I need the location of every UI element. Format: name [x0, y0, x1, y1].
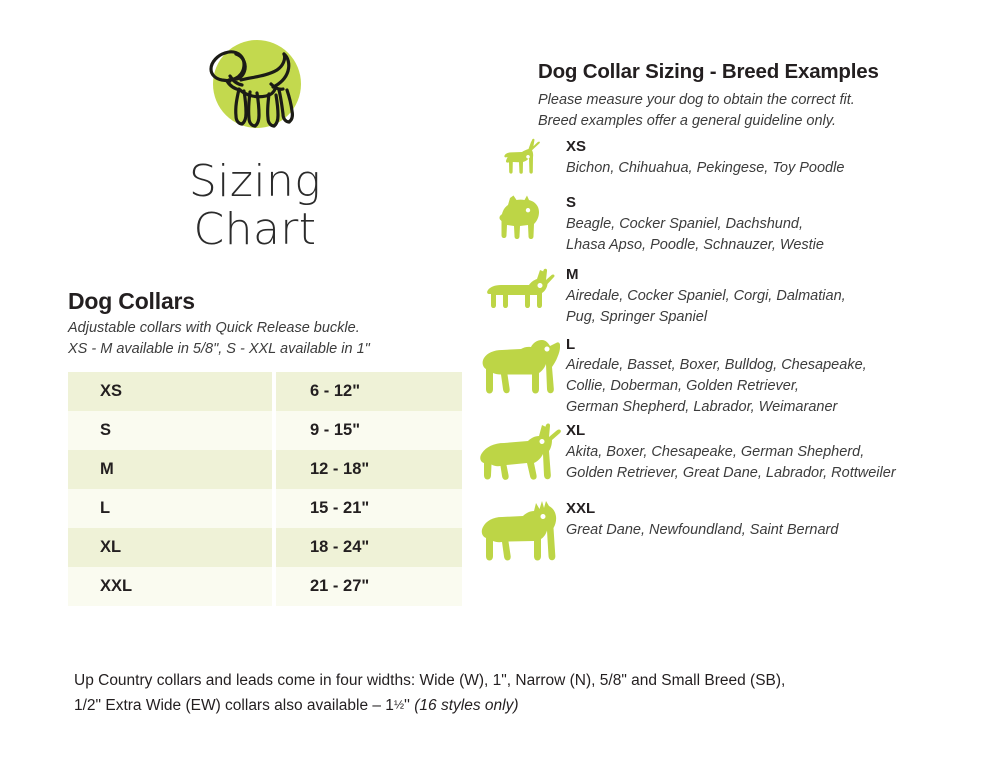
right-column: Dog Collar Sizing - Breed Examples Pleas… — [460, 0, 1000, 650]
breed-names: Airedale, Basset, Boxer, Bulldog, Chesap… — [566, 355, 1000, 418]
size-label-cell: XL — [68, 528, 272, 567]
breed-names-line: Airedale, Cocker Spaniel, Corgi, Dalmati… — [566, 287, 846, 304]
breed-examples-subheading: Please measure your dog to obtain the co… — [538, 90, 958, 132]
breed-subheading-line-1: Please measure your dog to obtain the co… — [538, 92, 855, 108]
breed-names-line: Collie, Doberman, Golden Retriever, — [566, 378, 799, 395]
size-range-cell: 6 - 12" — [276, 372, 462, 411]
breed-text-block: XL Akita, Boxer, Chesapeake, German Shep… — [566, 420, 1000, 484]
retriever-silhouette-icon — [478, 334, 566, 406]
table-row: M 12 - 18" — [68, 450, 462, 489]
table-row: XS 6 - 12" — [68, 372, 462, 411]
breed-names-line: Airedale, Basset, Boxer, Bulldog, Chesap… — [566, 357, 867, 374]
size-range-cell: 9 - 15" — [276, 411, 462, 450]
wordmark-line-2: Chart — [193, 203, 317, 255]
table-row: XL 18 - 24" — [68, 528, 462, 567]
breed-size-label: M — [566, 265, 579, 283]
chihuahua-silhouette-icon — [478, 136, 566, 182]
breed-names: Bichon, Chihuahua, Pekingese, Toy Poodle — [566, 158, 1000, 179]
breed-names: Airedale, Cocker Spaniel, Corgi, Dalmati… — [566, 286, 1000, 328]
size-label-cell: M — [68, 450, 272, 489]
dog-collars-title: Dog Collars — [68, 288, 195, 314]
column-gap — [272, 489, 276, 528]
collar-size-table: XS 6 - 12" S 9 - 15" M 12 - 18" L — [68, 372, 462, 606]
list-item: M Airedale, Cocker Spaniel, Corgi, Dalma… — [460, 264, 1000, 328]
list-item: L Airedale, Basset, Boxer, Bulldog, Ches… — [460, 334, 1000, 419]
breed-examples-heading: Dog Collar Sizing - Breed Examples — [538, 60, 879, 83]
size-label-cell: XXL — [68, 567, 272, 606]
table-row: XXL 21 - 27" — [68, 567, 462, 606]
footer-line-1: Up Country collars and leads come in fou… — [74, 672, 786, 689]
footer-styles-note: (16 styles only) — [414, 697, 519, 715]
breed-names-line: German Shepherd, Labrador, Weimaraner — [566, 399, 838, 416]
breed-size-label: S — [566, 194, 577, 211]
left-column: Sizing Chart Dog Collars Adjustable coll… — [0, 0, 462, 650]
list-item: S Beagle, Cocker Spaniel, Dachshund, Lha… — [460, 192, 1000, 256]
footer-line-2-b: '' — [404, 697, 410, 715]
breed-names-line: Beagle, Cocker Spaniel, Dachshund, — [566, 215, 803, 232]
footer-line-2-a: 1/2" Extra Wide (EW) collars also availa… — [74, 697, 394, 715]
breed-names-line: Lhasa Apso, Poodle, Schnauzer, Westie — [566, 236, 824, 253]
column-gap — [272, 567, 276, 606]
breed-example-list: XS Bichon, Chihuahua, Pekingese, Toy Poo… — [460, 136, 1000, 572]
breed-names: Akita, Boxer, Chesapeake, German Shepher… — [566, 442, 1000, 484]
list-item: XL Akita, Boxer, Chesapeake, German Shep… — [460, 420, 1000, 494]
breed-names-line: Bichon, Chihuahua, Pekingese, Toy Poodle — [566, 159, 845, 176]
breed-names: Beagle, Cocker Spaniel, Dachshund, Lhasa… — [566, 214, 1000, 256]
german-shepherd-silhouette-icon — [478, 420, 566, 494]
column-gap — [272, 411, 276, 450]
table-row: S 9 - 15" — [68, 411, 462, 450]
breed-size-label: XL — [566, 422, 586, 440]
breed-text-block: XS Bichon, Chihuahua, Pekingese, Toy Poo… — [566, 136, 1000, 179]
breed-text-block: S Beagle, Cocker Spaniel, Dachshund, Lha… — [566, 192, 1000, 256]
size-range-cell: 18 - 24" — [276, 528, 462, 567]
footer-note: Up Country collars and leads come in fou… — [74, 668, 954, 718]
dog-collars-subtitle-line-1: Adjustable collars with Quick Release bu… — [68, 320, 360, 336]
list-item: XXL Great Dane, Newfoundland, Saint Bern… — [460, 498, 1000, 572]
dog-line-art-icon — [195, 32, 315, 150]
column-gap — [272, 450, 276, 489]
wordmark-line-1: Sizing — [188, 156, 322, 207]
breed-size-label: XS — [566, 138, 587, 155]
table-row: L 15 - 21" — [68, 489, 462, 528]
brand-logo-block: Sizing Chart — [140, 32, 370, 253]
footer-line-2: 1/2" Extra Wide (EW) collars also availa… — [74, 693, 954, 718]
size-label-cell: L — [68, 489, 272, 528]
breed-names-line: Great Dane, Newfoundland, Saint Bernard — [566, 522, 839, 539]
size-range-cell: 15 - 21" — [276, 489, 462, 528]
breed-text-block: L Airedale, Basset, Boxer, Bulldog, Ches… — [566, 334, 1000, 419]
dog-collars-subtitle-line-2: XS - M available in 5/8", S - XXL availa… — [68, 340, 370, 357]
breed-text-block: M Airedale, Cocker Spaniel, Corgi, Dalma… — [566, 264, 1000, 328]
dog-collars-subtitle: Adjustable collars with Quick Release bu… — [68, 318, 438, 359]
breed-size-label: L — [566, 335, 576, 353]
great-dane-silhouette-icon — [478, 498, 566, 572]
breed-size-label: XXL — [566, 500, 596, 518]
size-label-cell: XS — [68, 372, 272, 411]
terrier-silhouette-icon — [478, 192, 566, 248]
size-range-cell: 21 - 27" — [276, 567, 462, 606]
size-label-cell: S — [68, 411, 272, 450]
size-range-cell: 12 - 18" — [276, 450, 462, 489]
column-gap — [272, 528, 276, 567]
breed-names: Great Dane, Newfoundland, Saint Bernard — [566, 520, 1000, 541]
breed-subheading-line-2: Breed examples offer a general guideline… — [538, 113, 836, 130]
breed-text-block: XXL Great Dane, Newfoundland, Saint Bern… — [566, 498, 1000, 541]
breed-names-line: Golden Retriever, Great Dane, Labrador, … — [566, 465, 896, 482]
list-item: XS Bichon, Chihuahua, Pekingese, Toy Poo… — [460, 136, 1000, 182]
corgi-silhouette-icon — [478, 264, 566, 322]
footer-fraction: ½ — [393, 697, 405, 712]
breed-names-line: Akita, Boxer, Chesapeake, German Shepher… — [566, 444, 865, 461]
brand-wordmark: Sizing Chart — [140, 158, 370, 253]
breed-names-line: Pug, Springer Spaniel — [566, 308, 708, 325]
column-gap — [272, 372, 276, 411]
